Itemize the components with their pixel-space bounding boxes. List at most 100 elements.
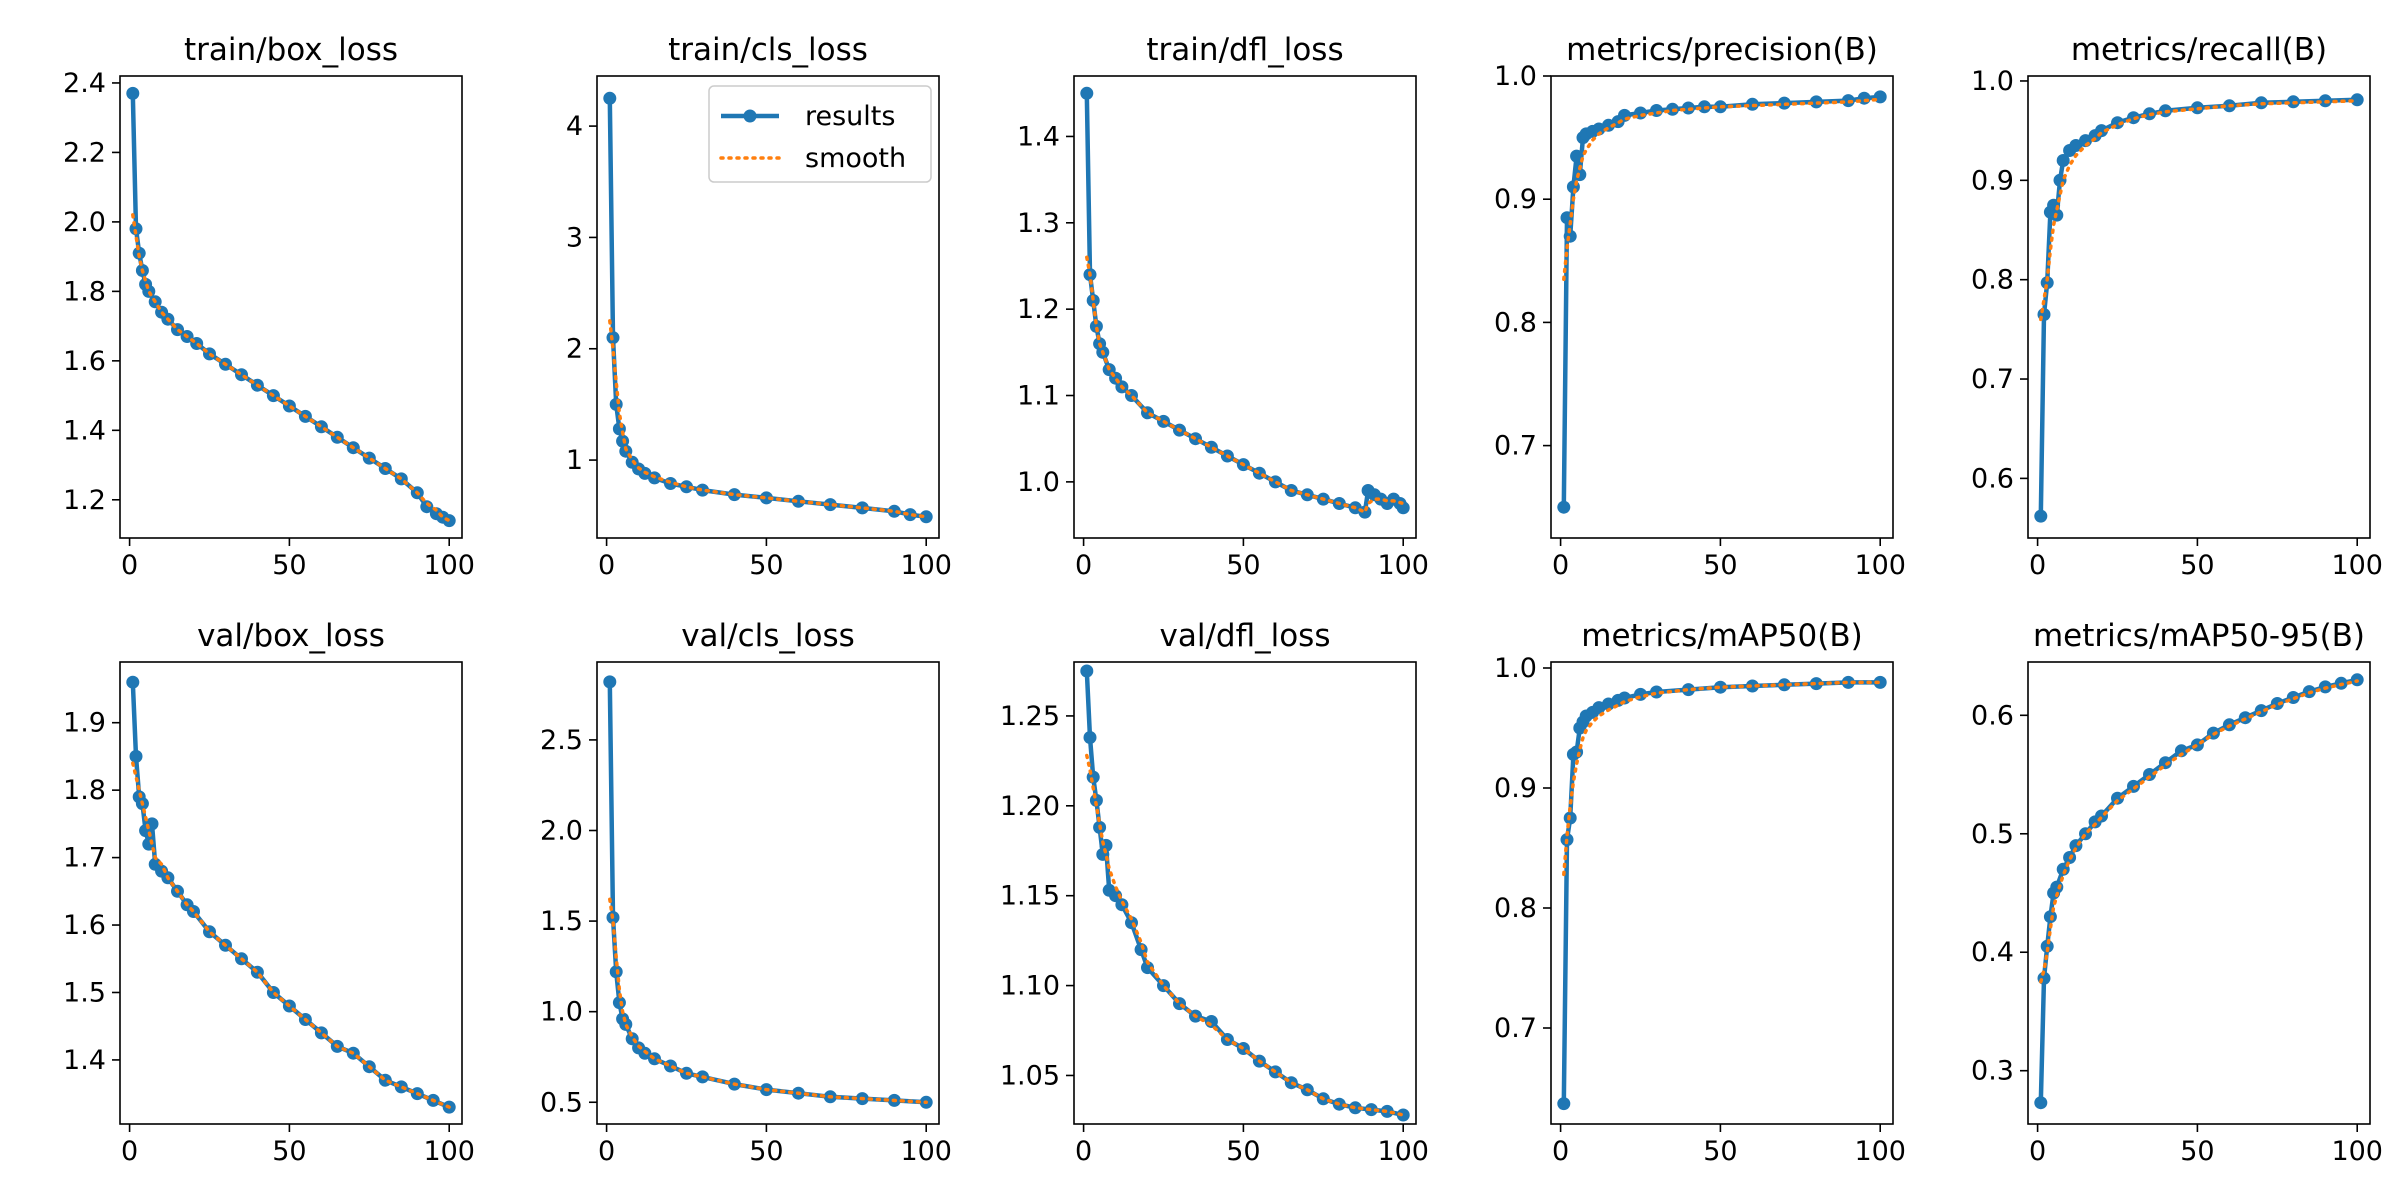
legend: results smooth bbox=[708, 85, 932, 183]
x-tick-label: 0 bbox=[1075, 550, 1092, 581]
y-tick-label: 2.0 bbox=[540, 815, 583, 846]
smooth-line bbox=[2039, 679, 2359, 984]
results-point bbox=[1080, 86, 1094, 100]
y-tick-label: 0.9 bbox=[1494, 773, 1537, 804]
results-point bbox=[1204, 440, 1218, 454]
x-tick-label: 50 bbox=[1226, 1136, 1260, 1167]
x-tick-label: 100 bbox=[900, 550, 952, 581]
y-tick-label: 1.7 bbox=[63, 843, 106, 874]
x-tick-label: 100 bbox=[423, 550, 475, 581]
results-point bbox=[1873, 675, 1887, 689]
y-tick-label: 1.05 bbox=[1000, 1060, 1060, 1091]
smooth-line bbox=[131, 213, 451, 523]
panel-train-cls-loss: train/cls_loss 0 50 100 1 2 3 4 results smooth bbox=[566, 32, 952, 581]
results-point bbox=[2050, 880, 2064, 894]
panel-title: metrics/recall(B) bbox=[2071, 32, 2327, 68]
y-tick-label: 1.6 bbox=[63, 346, 106, 377]
y-tick-label: 1.0 bbox=[1017, 467, 1060, 498]
panel-val-box-loss: val/box_loss 0 50 100 1.4 1.5 1.6 1.7 1.8 1.9 bbox=[63, 618, 475, 1167]
axes-frame bbox=[1073, 75, 1417, 539]
x-tick-label: 100 bbox=[1854, 1136, 1906, 1167]
x-tick-label: 0 bbox=[2029, 1136, 2046, 1167]
x-tick-label: 0 bbox=[121, 1136, 138, 1167]
axes-frame bbox=[1073, 661, 1417, 1125]
results-point bbox=[2174, 744, 2188, 758]
y-tick-label: 1.1 bbox=[1017, 381, 1060, 412]
results-point bbox=[1857, 91, 1871, 105]
y-tick-label: 0.9 bbox=[1494, 184, 1537, 215]
results-point bbox=[696, 483, 709, 497]
x-tick-label: 100 bbox=[1854, 550, 1906, 581]
results-point bbox=[2040, 939, 2054, 953]
results-point bbox=[126, 675, 140, 689]
axes-frame bbox=[1550, 75, 1894, 539]
results-point bbox=[1557, 500, 1571, 514]
results-point bbox=[1252, 466, 1266, 480]
x-tick-label: 50 bbox=[272, 1136, 306, 1167]
y-tick-label: 0.7 bbox=[1494, 1013, 1537, 1044]
panel-title: train/dfl_loss bbox=[1146, 32, 1343, 68]
x-tick-label: 0 bbox=[598, 1136, 615, 1167]
results-point bbox=[2111, 791, 2124, 805]
x-tick-label: 0 bbox=[598, 550, 615, 581]
results-point bbox=[1080, 664, 1094, 678]
results-point bbox=[1745, 679, 1759, 693]
results-point bbox=[1809, 677, 1823, 691]
axes-frame bbox=[596, 75, 940, 539]
y-tick-label: 1.4 bbox=[63, 1045, 106, 1076]
results-point bbox=[1109, 889, 1123, 903]
y-tick-label: 1.4 bbox=[63, 415, 106, 446]
x-tick-label: 100 bbox=[2331, 1136, 2383, 1167]
panel-title: train/cls_loss bbox=[668, 32, 868, 68]
results-point bbox=[2034, 1096, 2048, 1110]
x-tick-label: 50 bbox=[749, 550, 783, 581]
results-point bbox=[2043, 910, 2057, 924]
y-tick-label: 0.5 bbox=[540, 1087, 583, 1118]
y-tick-label: 2 bbox=[566, 334, 583, 365]
results-point bbox=[791, 494, 805, 508]
results-point bbox=[1841, 675, 1855, 689]
results-point bbox=[727, 488, 741, 502]
panel-train-dfl-loss: train/dfl_loss 0 50 100 1.0 1.1 1.2 1.3 1.4 bbox=[1017, 32, 1429, 581]
x-tick-label: 0 bbox=[1075, 1136, 1092, 1167]
legend-results-label: results bbox=[805, 101, 895, 132]
x-tick-label: 50 bbox=[2180, 1136, 2214, 1167]
y-tick-label: 1.0 bbox=[1971, 66, 2014, 97]
y-tick-label: 1.4 bbox=[1017, 121, 1060, 152]
panel-metrics-precision-b: metrics/precision(B) 0 50 100 0.7 0.8 0.9 1.0 bbox=[1494, 32, 1906, 581]
x-tick-label: 100 bbox=[1377, 550, 1429, 581]
results-point bbox=[887, 504, 901, 518]
results-point bbox=[603, 91, 617, 105]
x-tick-label: 100 bbox=[423, 1136, 475, 1167]
y-tick-label: 0.5 bbox=[1971, 819, 2014, 850]
y-tick-label: 1.0 bbox=[1494, 653, 1537, 684]
results-point bbox=[903, 508, 917, 522]
results-point bbox=[919, 510, 933, 524]
y-tick-label: 1.20 bbox=[1000, 791, 1060, 822]
results-point bbox=[1618, 691, 1631, 705]
axes-frame bbox=[119, 661, 463, 1125]
smooth-line bbox=[1562, 97, 1882, 282]
y-tick-label: 1.3 bbox=[1017, 208, 1060, 239]
results-point bbox=[1681, 683, 1695, 697]
x-tick-label: 50 bbox=[1703, 550, 1737, 581]
y-tick-label: 1.25 bbox=[1000, 701, 1060, 732]
results-point bbox=[2034, 509, 2048, 523]
results-point bbox=[126, 86, 140, 100]
y-tick-label: 1.6 bbox=[63, 910, 106, 941]
results-point bbox=[603, 675, 617, 689]
y-tick-label: 0.6 bbox=[1971, 700, 2014, 731]
panel-title: train/box_loss bbox=[184, 32, 398, 68]
results-point bbox=[823, 498, 837, 512]
results-point bbox=[1777, 678, 1791, 692]
x-tick-label: 50 bbox=[1703, 1136, 1737, 1167]
y-tick-label: 2.4 bbox=[63, 68, 106, 99]
panel-metrics-map50-95-b: metrics/mAP50-95(B) 0 50 100 0.3 0.4 0.5 0.6 bbox=[1971, 618, 2383, 1167]
y-tick-label: 2.2 bbox=[63, 137, 106, 168]
results-point bbox=[1570, 149, 1584, 163]
legend-smooth-label: smooth bbox=[805, 143, 906, 174]
y-tick-label: 1.2 bbox=[63, 485, 106, 516]
panel-metrics-map50-b: metrics/mAP50(B) 0 50 100 0.7 0.8 0.9 1.0 bbox=[1494, 618, 1906, 1167]
